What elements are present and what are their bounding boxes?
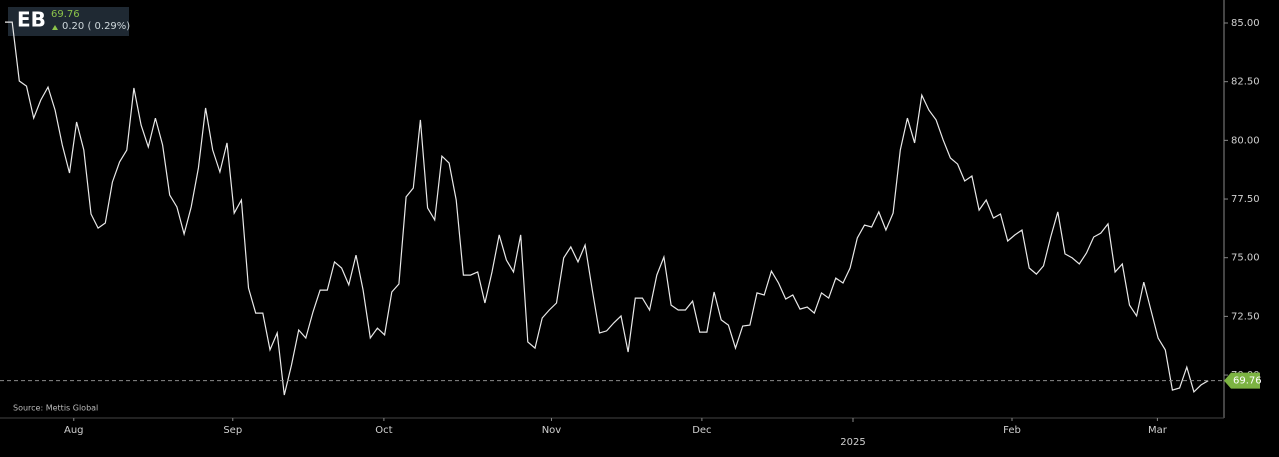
y-tick-label: 82.50: [1231, 77, 1260, 88]
y-tick-label: 80.00: [1231, 135, 1260, 146]
x-tick-label: Nov: [542, 425, 562, 436]
up-arrow: [52, 25, 58, 30]
quote-box: [8, 7, 129, 36]
x-tick-label: 2025: [840, 437, 865, 448]
last-price-tag: [1224, 372, 1260, 389]
y-tick-label: 77.50: [1231, 194, 1260, 205]
symbol: EB: [17, 8, 46, 32]
x-tick-label: Feb: [1003, 425, 1021, 436]
price: 69.76: [51, 9, 80, 20]
last-price-label: 69.76: [1233, 376, 1262, 387]
x-tick-label: Dec: [692, 425, 711, 436]
price-line: [5, 21, 1209, 396]
x-tick-label: Mar: [1148, 425, 1168, 436]
y-tick-label: 72.50: [1231, 311, 1260, 322]
source: Source: Mettis Global: [13, 404, 98, 413]
y-tick-label: 85.00: [1231, 18, 1260, 29]
x-tick-label: Aug: [64, 425, 84, 436]
y-tick-label: 75.00: [1231, 253, 1260, 264]
x-tick-label: Oct: [375, 425, 392, 436]
change: 0.20 ( 0.29%): [62, 21, 130, 32]
x-tick-label: Sep: [223, 425, 242, 436]
